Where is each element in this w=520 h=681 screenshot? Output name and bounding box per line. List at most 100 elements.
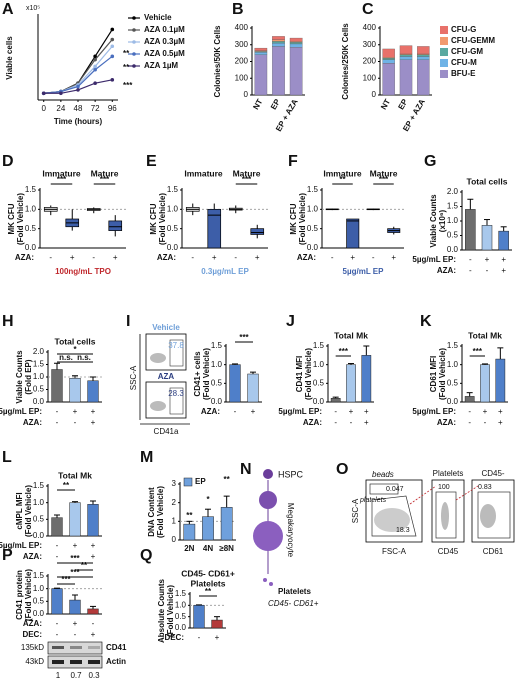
- group-label: Immature: [184, 168, 223, 178]
- megakaryocyte-cell: [253, 521, 283, 551]
- y-axis-label: (Fold Vehicle): [16, 193, 25, 245]
- chart-title: CD45- CD61+: [181, 568, 235, 578]
- panel-letter: P: [2, 547, 13, 564]
- bar: [87, 504, 99, 537]
- bar-segment: [399, 56, 413, 60]
- bar: [51, 517, 63, 537]
- row-label: AZA:: [23, 619, 42, 628]
- data-point: [110, 78, 115, 82]
- bar-segment: [272, 42, 285, 47]
- panel-letter: L: [2, 449, 12, 466]
- y-axis-label: Viable Counts: [15, 350, 24, 404]
- legend-label: CFU-GEMM: [451, 36, 495, 45]
- legend-swatch: [440, 48, 448, 56]
- bar-segment: [417, 56, 430, 60]
- data-point: [110, 44, 115, 49]
- y-axis-label: (Fold Vehicle): [156, 486, 165, 538]
- y-axis-label: (x10⁶): [438, 209, 447, 232]
- group-label: Immature: [42, 168, 81, 178]
- row-sign: -: [74, 418, 77, 427]
- y-axis-label: Colonies/250K Cells: [341, 23, 350, 100]
- flow-axis-label: CD41a: [154, 427, 179, 436]
- row-sign: -: [350, 418, 353, 427]
- x-tick-label: 96: [108, 104, 117, 113]
- y-tick-label: 0.5: [307, 224, 319, 233]
- significance: **: [339, 175, 346, 184]
- y-tick-label: 0.0: [33, 397, 45, 406]
- y-tick-label: 1.5: [33, 571, 45, 580]
- legend-label: BFU-E: [451, 69, 476, 78]
- gate: [169, 387, 184, 415]
- row-label: AZA:: [23, 552, 42, 561]
- legend-label: CFU-M: [451, 58, 477, 67]
- y-tick-label: 0.0: [33, 609, 45, 618]
- legend-swatch: [440, 26, 448, 34]
- y-tick-label: 1.5: [447, 202, 459, 211]
- panel-letter: F: [288, 153, 298, 170]
- row-sign: +: [70, 253, 75, 262]
- chart-title: Total Mk: [58, 470, 92, 480]
- row-sign: -: [92, 253, 95, 262]
- y-tick-label: 0.5: [167, 224, 179, 233]
- y-tick-label: 1.5: [447, 341, 459, 350]
- y-tick-label: 0.5: [313, 378, 325, 387]
- gate-percent: 100: [438, 484, 450, 491]
- x-tick-label: EP: [396, 97, 409, 111]
- y-tick-label: 2.0: [447, 187, 459, 196]
- group-label: Mature: [91, 168, 119, 178]
- significance: **: [205, 587, 212, 596]
- row-sign: +: [364, 418, 369, 427]
- legend-label: CFU-G: [451, 25, 476, 34]
- condition-label: 0.3µg/mL EP: [201, 267, 249, 276]
- row-label: AZA:: [437, 266, 456, 275]
- y-tick-label: 0.0: [167, 243, 179, 252]
- bar: [346, 364, 356, 403]
- y-tick-label: 0.0: [447, 397, 459, 406]
- node-label: HSPC: [278, 469, 304, 479]
- band-quantification: 0.3: [88, 671, 100, 680]
- band-quantification: 1: [56, 671, 61, 680]
- y-axis-label: MK CFU: [289, 203, 298, 234]
- row-label: DEC:: [164, 633, 184, 642]
- row-sign: -: [468, 407, 471, 416]
- bar: [480, 364, 490, 403]
- flow-percent: 28.3: [168, 389, 184, 398]
- y-tick-label: 2.0: [33, 347, 45, 356]
- gate: [435, 491, 457, 539]
- y-axis-unit: x10⁵: [26, 5, 40, 12]
- legend-swatch: [183, 477, 193, 487]
- bar: [481, 225, 493, 251]
- y-tick-label: 0.5: [33, 596, 45, 605]
- row-label: AZA:: [201, 407, 220, 416]
- row-sign: +: [391, 253, 396, 262]
- y-tick-label: 0.0: [307, 243, 319, 252]
- panel-letter: J: [286, 313, 295, 330]
- row-sign: -: [334, 407, 337, 416]
- row-sign: +: [483, 407, 488, 416]
- row-sign: -: [234, 407, 237, 416]
- bar: [220, 507, 233, 541]
- y-tick-label: 0.0: [447, 245, 459, 254]
- legend-label: AZA 0.5µM: [144, 49, 185, 58]
- y-tick-label: 0.5: [25, 224, 37, 233]
- molecular-weight: 135kD: [21, 643, 44, 652]
- bar-segment: [272, 46, 285, 96]
- bar-segment: [382, 48, 395, 58]
- bar-segment: [289, 47, 303, 96]
- data-point: [110, 37, 115, 42]
- group-label: Mature: [370, 168, 398, 178]
- bar-segment: [382, 59, 395, 64]
- bar: [247, 373, 259, 403]
- y-tick-label: 0.5: [447, 231, 459, 240]
- bar-segment: [272, 36, 285, 40]
- bar-segment: [417, 54, 430, 57]
- flow-plot: [145, 333, 187, 371]
- bar: [51, 588, 63, 615]
- bar: [495, 358, 506, 403]
- significance: ***: [242, 175, 252, 184]
- bar-segment: [254, 47, 268, 51]
- row-sign: -: [56, 541, 59, 550]
- row-sign: +: [349, 407, 354, 416]
- bar: [69, 599, 81, 615]
- band: [88, 660, 100, 664]
